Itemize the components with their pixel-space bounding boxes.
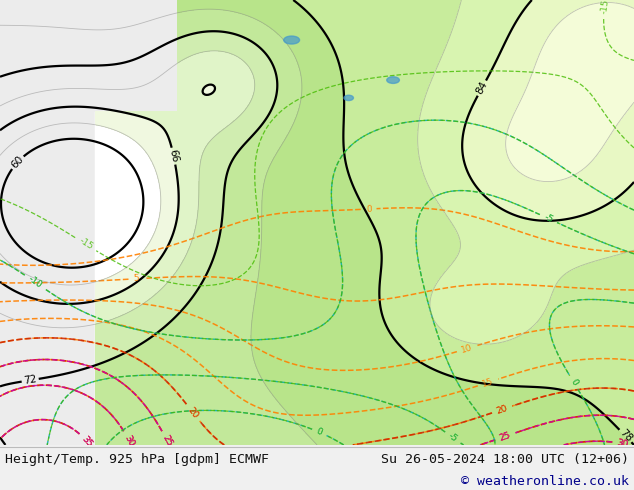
Text: 25: 25: [498, 430, 512, 442]
Text: 35: 35: [80, 434, 94, 449]
Text: 5: 5: [133, 274, 139, 283]
Text: -5: -5: [446, 431, 459, 444]
Text: 0: 0: [569, 378, 579, 387]
Text: -10: -10: [27, 274, 44, 290]
Text: 25: 25: [160, 433, 174, 447]
Text: 25: 25: [160, 433, 174, 447]
Text: 30: 30: [616, 438, 630, 449]
Text: © weatheronline.co.uk: © weatheronline.co.uk: [461, 475, 629, 489]
Text: 0: 0: [315, 427, 324, 438]
Text: 66: 66: [167, 148, 180, 164]
Ellipse shape: [344, 95, 354, 100]
Text: 30: 30: [122, 433, 136, 448]
Text: -5: -5: [543, 213, 554, 224]
Text: -15: -15: [77, 237, 94, 252]
Text: -15: -15: [599, 0, 610, 15]
Text: 0: 0: [569, 378, 579, 387]
Text: 35: 35: [80, 434, 94, 449]
Text: 78: 78: [618, 428, 633, 444]
Text: 25: 25: [498, 430, 512, 442]
Text: 84: 84: [474, 80, 489, 97]
Text: -10: -10: [27, 274, 44, 290]
Text: 30: 30: [122, 433, 136, 448]
Text: 20: 20: [495, 403, 509, 416]
Text: 20: 20: [186, 405, 200, 420]
Text: Height/Temp. 925 hPa [gdpm] ECMWF: Height/Temp. 925 hPa [gdpm] ECMWF: [5, 453, 269, 466]
Text: 30: 30: [122, 433, 136, 448]
Text: 72: 72: [23, 374, 37, 386]
Text: 10: 10: [460, 343, 474, 354]
Ellipse shape: [387, 77, 399, 83]
Text: 0: 0: [315, 427, 324, 438]
Text: -5: -5: [446, 431, 459, 444]
Text: 0: 0: [366, 204, 372, 214]
Ellipse shape: [283, 36, 299, 44]
Text: 20: 20: [495, 403, 509, 416]
Text: 15: 15: [481, 376, 495, 389]
Text: 60: 60: [10, 154, 25, 171]
Text: 30: 30: [616, 438, 630, 449]
Text: 20: 20: [186, 405, 200, 420]
Text: -5: -5: [543, 213, 554, 224]
Text: Su 26-05-2024 18:00 UTC (12+06): Su 26-05-2024 18:00 UTC (12+06): [381, 453, 629, 466]
Text: 30: 30: [616, 438, 630, 449]
Text: 35: 35: [80, 434, 94, 449]
Text: 25: 25: [160, 433, 174, 447]
Text: 25: 25: [498, 430, 512, 442]
